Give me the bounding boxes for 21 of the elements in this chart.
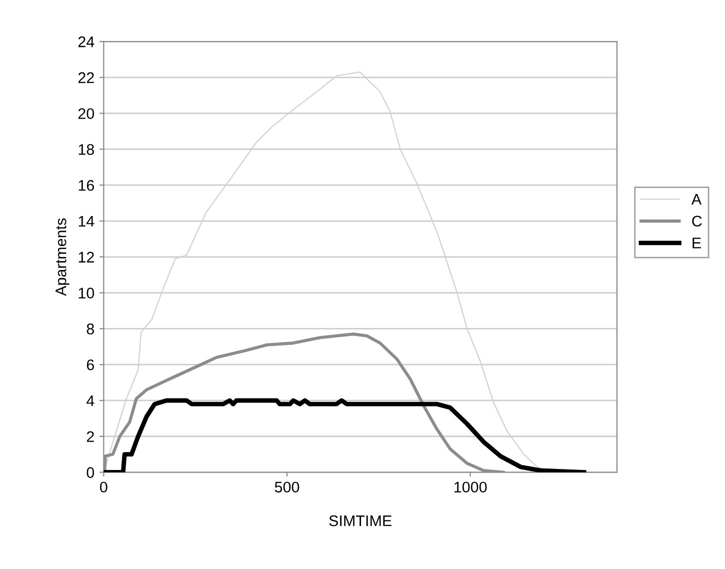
y-tick-label: 8 [86, 324, 94, 334]
y-tick-label: 12 [78, 252, 94, 262]
y-tick-label: 24 [78, 36, 94, 48]
x-tick-label: 0 [100, 482, 108, 493]
x-tick-label: 1000 [454, 482, 487, 493]
y-tick-label: 18 [78, 144, 94, 155]
y-tick-label: 4 [86, 396, 94, 406]
y-tick-label: 6 [86, 359, 94, 370]
y-tick-label: 20 [78, 108, 94, 120]
legend-label: C [692, 216, 702, 227]
legend-label: E [692, 238, 701, 248]
y-axis-title: Apartments [56, 218, 70, 296]
y-tick-label: 14 [78, 216, 94, 227]
y-tick-label: 0 [86, 467, 94, 478]
legend-label: A [691, 194, 702, 205]
y-tick-label: 10 [78, 288, 94, 298]
y-tick-label: 16 [78, 180, 94, 191]
y-tick-label: 22 [78, 72, 94, 83]
x-axis-title: SIMTIME [329, 515, 392, 526]
y-tick-label: 2 [86, 431, 94, 442]
x-tick-label: 500 [274, 482, 300, 493]
